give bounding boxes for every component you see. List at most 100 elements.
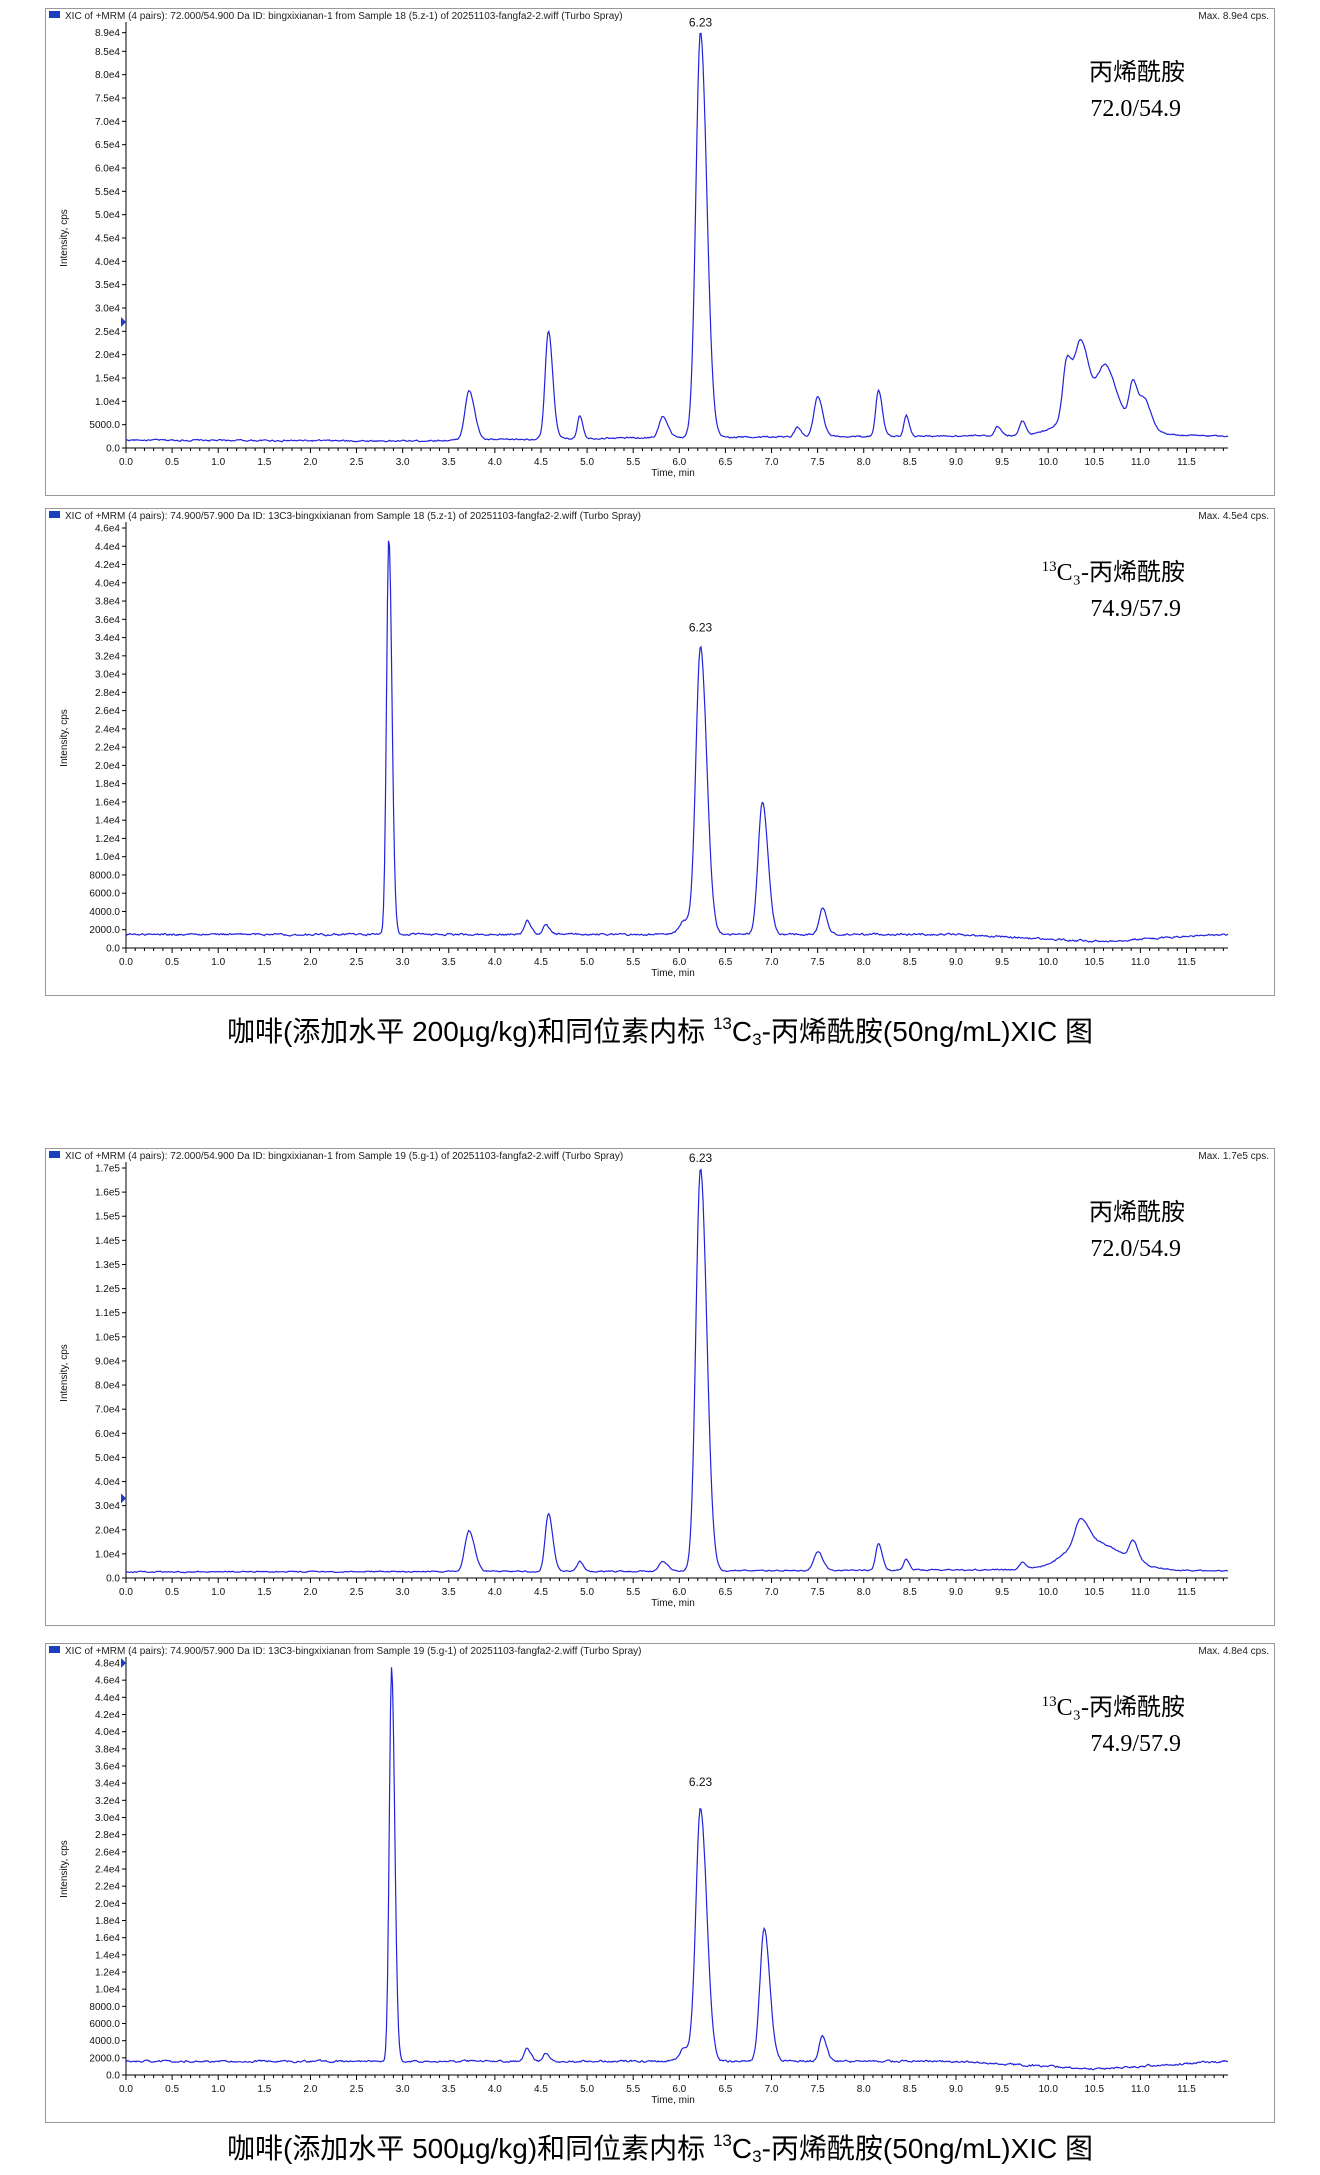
y-tick-label: 4.6e4 xyxy=(95,1676,120,1687)
y-tick-label: 0.0 xyxy=(106,444,120,455)
x-tick-label: 5.0 xyxy=(580,2084,594,2095)
compound-name-annotation: 13C₃-丙烯酰胺 xyxy=(1042,1694,1185,1721)
x-tick-label: 4.0 xyxy=(488,2084,502,2095)
x-tick-label: 1.5 xyxy=(257,1587,271,1598)
x-tick-label: 7.0 xyxy=(765,1587,779,1598)
figure-caption-2: 咖啡(添加水平 500µg/kg)和同位素内标 13C3-丙烯酰胺(50ng/m… xyxy=(0,2127,1320,2167)
y-tick-label: 4.0e4 xyxy=(95,257,120,268)
caption-1-post: -丙烯酰胺(50ng/mL)XIC 图 xyxy=(761,1016,1093,1047)
x-tick-label: 9.0 xyxy=(949,2084,963,2095)
trace-color-icon xyxy=(49,511,60,518)
x-tick-label: 2.5 xyxy=(350,2084,364,2095)
xic-chart-4: XIC of +MRM (4 pairs): 74.900/57.900 Da … xyxy=(45,1643,1275,2123)
compound-name-annotation: 丙烯酰胺 xyxy=(1089,1199,1185,1226)
x-tick-label: 9.5 xyxy=(995,957,1009,968)
chart-header: XIC of +MRM (4 pairs): 72.000/54.900 Da … xyxy=(65,11,623,22)
xic-chart-1: XIC of +MRM (4 pairs): 72.000/54.900 Da … xyxy=(45,8,1275,496)
y-tick-label: 2.0e4 xyxy=(95,1525,120,1536)
y-tick-label: 0.0 xyxy=(106,1574,120,1585)
intensity-marker-icon xyxy=(121,317,126,327)
x-tick-label: 4.0 xyxy=(488,957,502,968)
intensity-marker-icon xyxy=(121,1658,126,1668)
y-tick-label: 2.6e4 xyxy=(95,706,120,717)
y-tick-label: 1.8e4 xyxy=(95,1916,120,1927)
y-tick-label: 9.0e4 xyxy=(95,1356,120,1367)
x-tick-label: 2.5 xyxy=(350,1587,364,1598)
x-tick-label: 11.5 xyxy=(1177,2084,1196,2095)
x-tick-label: 0.0 xyxy=(119,1587,133,1598)
x-tick-label: 3.0 xyxy=(396,1587,410,1598)
y-axis-title: Intensity, cps xyxy=(59,1344,70,1402)
x-tick-label: 3.0 xyxy=(396,2084,410,2095)
x-tick-label: 8.0 xyxy=(857,1587,871,1598)
x-tick-label: 11.0 xyxy=(1131,2084,1150,2095)
compound-name: C₃-丙烯酰胺 xyxy=(1057,559,1185,586)
caption-2-mid: C xyxy=(731,2133,753,2164)
x-tick-label: 4.5 xyxy=(534,457,548,468)
x-tick-label: 0.0 xyxy=(119,457,133,468)
y-tick-label: 2.4e4 xyxy=(95,724,120,735)
x-tick-label: 11.5 xyxy=(1177,457,1196,468)
y-tick-label: 6.0e4 xyxy=(95,164,120,175)
y-tick-label: 8000.0 xyxy=(89,870,120,881)
compound-name: 丙烯酰胺 xyxy=(1089,1199,1185,1226)
x-tick-label: 10.0 xyxy=(1038,957,1058,968)
max-intensity-label: Max. 4.8e4 cps. xyxy=(1198,1646,1269,1657)
x-tick-label: 10.0 xyxy=(1038,457,1058,468)
y-tick-label: 4.6e4 xyxy=(95,524,120,535)
xic-trace xyxy=(125,540,1229,943)
x-tick-label: 1.0 xyxy=(211,457,225,468)
x-tick-label: 1.0 xyxy=(211,957,225,968)
y-tick-label: 4.5e4 xyxy=(95,234,120,245)
x-tick-label: 6.0 xyxy=(672,1587,686,1598)
y-tick-label: 3.6e4 xyxy=(95,1762,120,1773)
caption-1-mid: C xyxy=(731,1016,753,1047)
x-tick-label: 5.5 xyxy=(626,2084,640,2095)
y-tick-label: 6.5e4 xyxy=(95,140,120,151)
chart-panel-1: XIC of +MRM (4 pairs): 72.000/54.900 Da … xyxy=(45,8,1275,496)
x-tick-label: 6.0 xyxy=(672,457,686,468)
x-tick-label: 8.0 xyxy=(857,2084,871,2095)
y-tick-label: 2000.0 xyxy=(89,925,120,936)
y-tick-label: 2.2e4 xyxy=(95,1882,120,1893)
y-tick-label: 1.0e4 xyxy=(95,397,120,408)
y-tick-label: 6000.0 xyxy=(89,2019,120,2030)
y-tick-label: 8.0e4 xyxy=(95,70,120,81)
y-tick-label: 3.0e4 xyxy=(95,1813,120,1824)
x-tick-label: 8.0 xyxy=(857,457,871,468)
y-tick-label: 1.5e4 xyxy=(95,374,120,385)
x-tick-label: 9.5 xyxy=(995,2084,1009,2095)
y-tick-label: 0.0 xyxy=(106,2071,120,2082)
x-tick-label: 1.5 xyxy=(257,957,271,968)
mrm-transition-annotation: 74.9/57.9 xyxy=(1090,1731,1181,1757)
y-tick-label: 2.2e4 xyxy=(95,743,120,754)
y-tick-label: 3.5e4 xyxy=(95,280,120,291)
chart-panel-4: XIC of +MRM (4 pairs): 74.900/57.900 Da … xyxy=(45,1643,1275,2123)
y-axis-title: Intensity, cps xyxy=(59,209,70,267)
xic-chart-3: XIC of +MRM (4 pairs): 72.000/54.900 Da … xyxy=(45,1148,1275,1626)
y-tick-label: 2.5e4 xyxy=(95,327,120,338)
x-tick-label: 10.5 xyxy=(1085,957,1105,968)
y-tick-label: 1.0e5 xyxy=(95,1332,120,1343)
y-tick-label: 8.5e4 xyxy=(95,47,120,58)
x-tick-label: 5.5 xyxy=(626,1587,640,1598)
x-tick-label: 0.5 xyxy=(165,1587,179,1598)
x-tick-label: 5.0 xyxy=(580,957,594,968)
intensity-marker-icon xyxy=(121,1493,126,1504)
y-tick-label: 7.0e4 xyxy=(95,117,120,128)
y-tick-label: 4000.0 xyxy=(89,2036,120,2047)
x-tick-label: 0.0 xyxy=(119,957,133,968)
y-tick-label: 2.0e4 xyxy=(95,1899,120,1910)
x-axis-title: Time, min xyxy=(651,468,695,479)
y-tick-label: 5.5e4 xyxy=(95,187,120,198)
y-tick-label: 3.2e4 xyxy=(95,651,120,662)
y-tick-label: 6.0e4 xyxy=(95,1429,120,1440)
chart-frame xyxy=(45,508,1275,996)
y-tick-label: 3.2e4 xyxy=(95,1796,120,1807)
max-intensity-label: Max. 8.9e4 cps. xyxy=(1198,11,1269,22)
isotope-superscript: 13 xyxy=(1042,559,1057,575)
x-tick-label: 7.5 xyxy=(811,1587,825,1598)
compound-name-annotation: 13C₃-丙烯酰胺 xyxy=(1042,559,1185,586)
y-tick-label: 1.8e4 xyxy=(95,779,120,790)
y-tick-label: 4.8e4 xyxy=(95,1659,120,1670)
